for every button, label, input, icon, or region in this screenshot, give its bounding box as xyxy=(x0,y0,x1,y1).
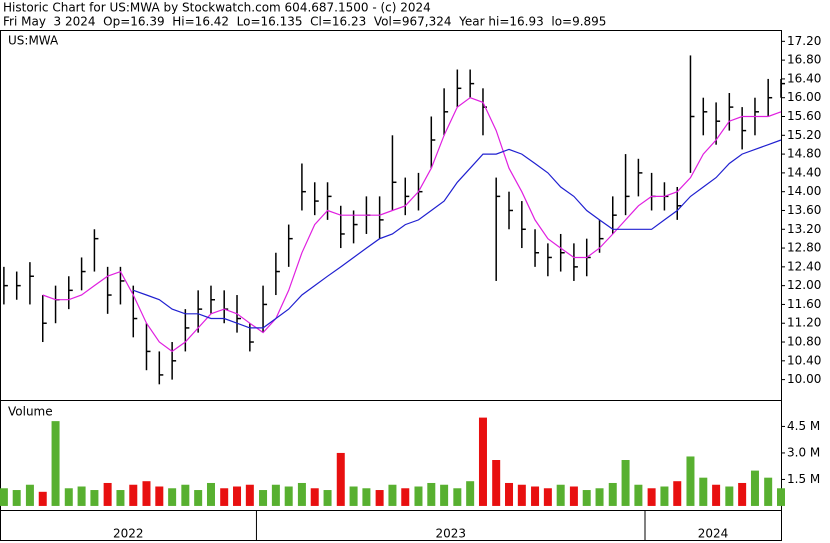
y-tick-label: 15.20 xyxy=(787,128,821,142)
volume-bar xyxy=(271,484,280,506)
outer-frame xyxy=(0,30,782,541)
y-tick-label: 10.80 xyxy=(787,335,821,349)
volume-bar xyxy=(517,484,526,506)
volume-bar xyxy=(634,484,643,506)
chart-subtitle: Fri May 3 2024 Op=16.39 Hi=16.42 Lo=16.1… xyxy=(3,15,606,29)
volume-bar xyxy=(750,470,759,506)
volume-tick-label: 1.5 M xyxy=(787,472,820,486)
volume-bar xyxy=(660,486,669,506)
volume-bar xyxy=(259,490,268,506)
volume-bar xyxy=(323,490,332,506)
year-label: 2023 xyxy=(435,527,466,541)
volume-bar xyxy=(297,482,306,506)
volume-bar xyxy=(116,490,125,506)
volume-bar xyxy=(621,460,630,506)
volume-bar xyxy=(349,486,358,506)
volume-bar xyxy=(220,488,229,506)
volume-bar xyxy=(401,488,410,506)
volume-bar xyxy=(245,484,254,506)
volume-bar xyxy=(531,486,540,506)
volume-bar xyxy=(142,481,151,506)
volume-bar xyxy=(206,482,215,506)
volume-bar xyxy=(569,486,578,506)
volume-bar xyxy=(466,481,475,506)
volume-bar xyxy=(712,484,721,506)
volume-bar xyxy=(194,490,203,506)
y-tick-label: 15.60 xyxy=(787,109,821,123)
volume-bar xyxy=(595,488,604,506)
volume-bar xyxy=(647,488,656,506)
moving-average-line xyxy=(42,97,782,353)
volume-bar xyxy=(25,484,34,506)
volume-bar xyxy=(686,456,695,506)
volume-bar xyxy=(233,486,242,506)
volume-bar xyxy=(699,477,708,506)
volume-bar xyxy=(582,490,591,506)
volume-tick-label: 3.0 M xyxy=(787,445,820,459)
y-tick-label: 14.00 xyxy=(787,184,821,198)
year-label: 2022 xyxy=(113,527,144,541)
y-tick-label: 17.20 xyxy=(787,34,821,48)
volume-bar xyxy=(543,488,552,506)
y-tick-label: 12.80 xyxy=(787,241,821,255)
volume-bar xyxy=(777,488,785,506)
y-tick-label: 16.00 xyxy=(787,90,821,104)
volume-bar xyxy=(103,482,112,506)
volume-bar xyxy=(608,482,617,506)
volume-bar xyxy=(427,482,436,506)
volume-bar xyxy=(12,490,21,506)
y-tick-label: 13.20 xyxy=(787,222,821,236)
volume-bar xyxy=(738,482,747,506)
volume-bar xyxy=(505,482,514,506)
volume-bar xyxy=(284,486,293,506)
volume-bar xyxy=(38,491,47,506)
volume-bar xyxy=(336,452,345,506)
year-label: 2024 xyxy=(698,527,729,541)
volume-bar xyxy=(77,486,86,506)
volume-bar xyxy=(492,460,501,506)
y-tick-label: 13.60 xyxy=(787,203,821,217)
volume-bar xyxy=(310,488,319,506)
y-tick-label: 14.40 xyxy=(787,165,821,179)
volume-bar xyxy=(0,488,8,506)
volume-bar xyxy=(64,488,73,506)
volume-bar xyxy=(725,486,734,506)
volume-label: Volume xyxy=(8,405,53,419)
y-tick-label: 10.00 xyxy=(787,372,821,386)
volume-bar xyxy=(155,486,164,506)
volume-bar xyxy=(764,477,773,506)
chart-title: Historic Chart for US:MWA by Stockwatch.… xyxy=(3,1,431,15)
volume-bar xyxy=(440,484,449,506)
volume-bar xyxy=(129,484,138,506)
y-tick-label: 11.20 xyxy=(787,316,821,330)
volume-bar xyxy=(414,486,423,506)
volume-bar xyxy=(478,417,487,506)
volume-tick-label: 4.5 M xyxy=(787,419,820,433)
y-tick-label: 10.40 xyxy=(787,353,821,367)
y-tick-label: 12.00 xyxy=(787,278,821,292)
y-tick-label: 16.80 xyxy=(787,53,821,67)
y-tick-label: 11.60 xyxy=(787,297,821,311)
volume-bar xyxy=(181,484,190,506)
y-tick-label: 16.40 xyxy=(787,71,821,85)
volume-bar xyxy=(375,490,384,506)
symbol-label: US:MWA xyxy=(8,34,59,48)
volume-bar xyxy=(90,490,99,506)
volume-bar xyxy=(388,484,397,506)
y-tick-label: 14.80 xyxy=(787,147,821,161)
y-tick-label: 12.40 xyxy=(787,259,821,273)
volume-bar xyxy=(556,484,565,506)
volume-bar xyxy=(453,488,462,506)
moving-average-line xyxy=(133,139,782,329)
volume-bar xyxy=(51,421,60,506)
volume-bar xyxy=(362,488,371,506)
volume-bar xyxy=(673,481,682,506)
volume-bar xyxy=(168,488,177,506)
